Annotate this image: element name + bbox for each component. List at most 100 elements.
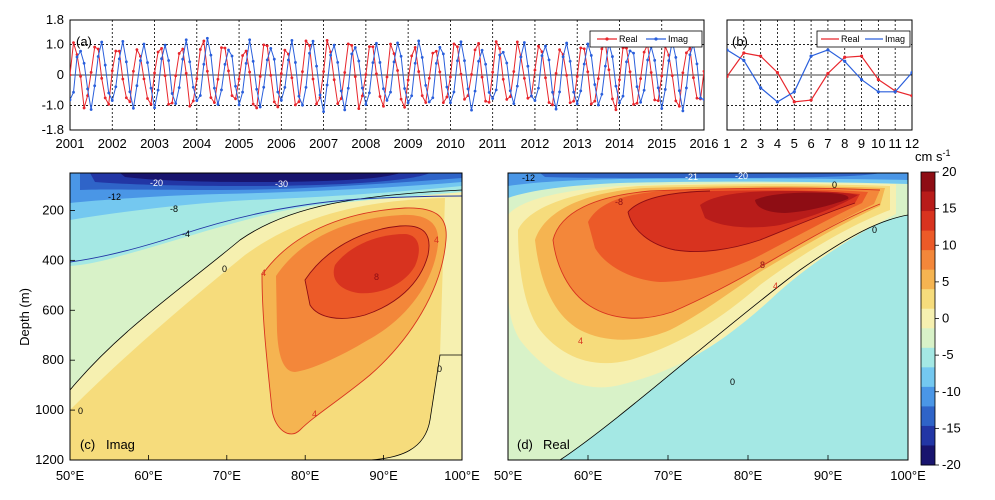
data-point-real [343, 71, 347, 74]
data-point-real [809, 98, 813, 102]
c-contour-label: 0 [78, 406, 83, 416]
panel-c-label-box: (c) Imag [80, 437, 135, 452]
data-point-imag [775, 100, 780, 104]
data-point-imag [893, 90, 897, 94]
data-point-imag [371, 61, 375, 65]
data-point-imag [699, 96, 702, 100]
data-point-real [611, 97, 614, 101]
x-tick-label: 60°E [134, 468, 163, 483]
data-point-real [596, 77, 600, 81]
data-point-imag [315, 64, 318, 68]
data-point-imag [593, 83, 597, 86]
data-point-real [227, 69, 230, 73]
data-point-real [431, 51, 435, 55]
data-point-imag [343, 108, 347, 112]
data-point-real [156, 50, 160, 54]
data-point-real [660, 74, 664, 78]
data-point-real [632, 102, 635, 106]
x-tick-label: 2006 [267, 136, 296, 151]
data-point-imag [241, 90, 244, 94]
data-point-imag [167, 59, 171, 62]
data-point-real [142, 77, 146, 81]
series-line-imag [727, 49, 912, 103]
data-point-real [255, 106, 259, 110]
y-tick-label: -1.8 [42, 122, 64, 137]
panel-d: 50°E 60°E 70°E 80°E 90°E 100°E -12 -21 -20 -8… [494, 171, 926, 483]
data-point-real [209, 96, 213, 100]
data-point-real [70, 73, 72, 77]
colorbar-tick-label: -15 [942, 420, 961, 435]
x-tick-label: 90°E [369, 468, 398, 483]
data-point-real [258, 75, 262, 78]
colorbar-tick-label: 0 [942, 311, 949, 326]
data-point-imag [213, 86, 216, 90]
d-level-neg-1 [560, 215, 908, 460]
data-point-imag [205, 36, 209, 40]
x-tick-label: 8 [841, 136, 848, 151]
data-point-imag [294, 61, 297, 64]
panel-d-frame [507, 172, 909, 461]
data-point-real [876, 77, 880, 82]
x-tick-label: 2005 [225, 136, 254, 151]
data-point-real [153, 71, 156, 75]
data-point-real [554, 71, 558, 75]
data-point-imag [603, 64, 607, 68]
data-point-real [121, 77, 125, 81]
data-point-imag [389, 90, 392, 94]
data-point-imag [526, 64, 530, 68]
data-point-imag [575, 102, 579, 106]
y-tick-label: 1.8 [46, 12, 64, 27]
data-point-imag [498, 53, 502, 57]
data-point-real [315, 102, 318, 106]
y-tick-label: 1.0 [46, 36, 64, 51]
data-point-real [618, 78, 621, 82]
data-point-imag [424, 83, 428, 87]
data-point-imag [568, 59, 572, 63]
data-point-real [491, 70, 495, 74]
x-tick-label: 70°E [654, 468, 683, 483]
data-point-real [167, 102, 171, 106]
data-point-imag [325, 83, 329, 87]
c-contour-label: -8 [170, 204, 178, 214]
data-point-imag [396, 41, 399, 45]
x-tick-label: 7 [824, 136, 831, 151]
data-point-imag [181, 57, 185, 61]
data-point-imag [160, 57, 163, 61]
data-point-real [336, 102, 340, 106]
data-point-real [357, 107, 361, 110]
data-point-imag [565, 41, 569, 45]
c-contour-label: -12 [108, 192, 121, 202]
data-point-real [459, 72, 463, 76]
data-point-imag [614, 84, 618, 88]
colorbar-swatch [921, 445, 935, 466]
data-point-imag [508, 89, 512, 93]
data-point-real [607, 68, 611, 72]
data-point-real [628, 70, 632, 74]
data-point-imag [586, 42, 590, 46]
data-point-real [656, 99, 660, 103]
data-point-real [339, 97, 343, 100]
data-point-real [308, 44, 311, 47]
data-point-imag [611, 55, 614, 58]
data-point-real [279, 72, 283, 75]
colorbar-tick-label: 20 [942, 164, 956, 179]
y-tick-label: 0 [57, 67, 64, 82]
data-point-imag [681, 109, 685, 113]
panel-a-label: (a) [76, 34, 92, 49]
colorbar-swatch [921, 289, 935, 310]
colorbar-tick-label: 5 [942, 274, 949, 289]
panel-d-label: (d) [517, 437, 533, 452]
y-tick-label: 400 [42, 252, 64, 267]
data-point-imag [684, 86, 688, 90]
data-point-real [512, 70, 516, 73]
data-point-real [128, 100, 132, 104]
data-point-real [681, 71, 685, 75]
data-point-imag [632, 51, 635, 55]
data-point-imag [459, 40, 463, 44]
legend-imag-label: Imag [668, 34, 688, 44]
data-point-real [494, 40, 498, 44]
data-point-real [639, 77, 642, 81]
data-point-imag [336, 60, 340, 64]
x-tick-label: 2003 [140, 136, 169, 151]
y-tick-label: 1000 [35, 402, 64, 417]
